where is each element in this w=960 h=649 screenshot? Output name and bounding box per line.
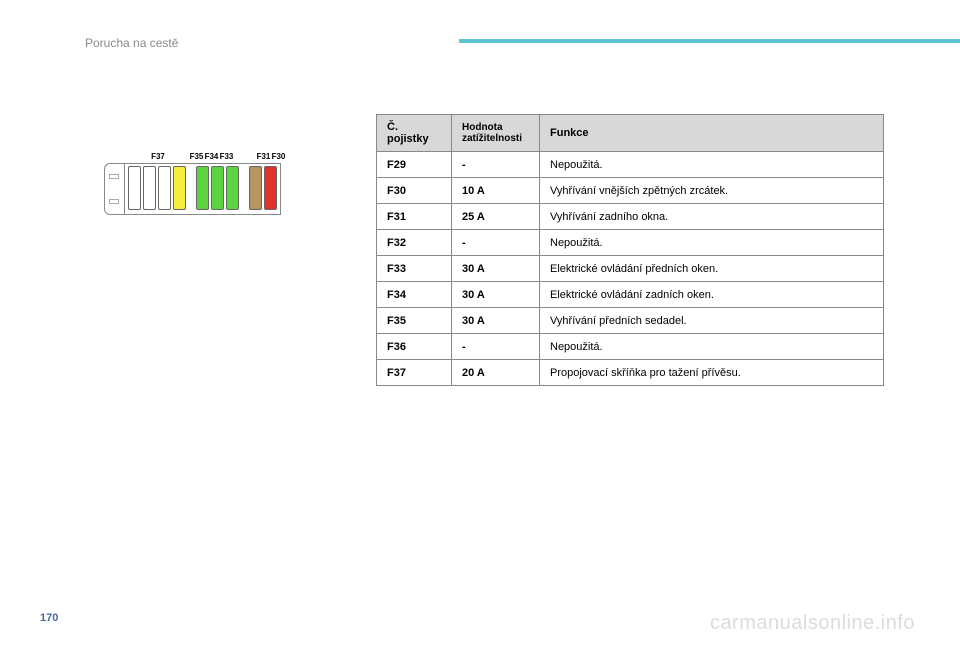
cell-function: Elektrické ovládání zadních oken. <box>540 282 884 308</box>
cell-rating: - <box>452 152 540 178</box>
cell-fuse: F36 <box>377 334 452 360</box>
cell-fuse: F37 <box>377 360 452 386</box>
fuse-box-connector <box>104 163 124 215</box>
fuse-label: F37 <box>151 152 165 161</box>
fuse-slot <box>173 166 186 210</box>
cell-rating: 30 A <box>452 308 540 334</box>
cell-fuse: F35 <box>377 308 452 334</box>
table-row: F29-Nepoužitá. <box>377 152 884 178</box>
fuse-box-body <box>124 163 281 215</box>
fuse-slot <box>249 166 262 210</box>
fuse-label: F34 <box>204 152 219 161</box>
fuse-slot <box>196 166 209 210</box>
cell-function: Vyhřívání předních sedadel. <box>540 308 884 334</box>
fuse-table: Č. pojistky Hodnota zatížitelnosti Funkc… <box>376 114 884 386</box>
cell-rating: 20 A <box>452 360 540 386</box>
table-row: F3430 AElektrické ovládání zadních oken. <box>377 282 884 308</box>
fuse-label: F31 <box>256 152 271 161</box>
cell-rating: 30 A <box>452 256 540 282</box>
cell-function: Vyhřívání vnějších zpětných zrcátek. <box>540 178 884 204</box>
cell-fuse: F34 <box>377 282 452 308</box>
page-number: 170 <box>40 612 58 624</box>
cell-function: Nepoužitá. <box>540 152 884 178</box>
fuse-slot <box>128 166 141 210</box>
fuse-slot <box>211 166 224 210</box>
cell-rating: - <box>452 334 540 360</box>
fuse-slot <box>158 166 171 210</box>
fuse-table-container: Č. pojistky Hodnota zatížitelnosti Funkc… <box>376 114 884 386</box>
cell-fuse: F31 <box>377 204 452 230</box>
column-header-rating: Hodnota zatížitelnosti <box>452 115 540 152</box>
cell-rating: 25 A <box>452 204 540 230</box>
cell-function: Nepoužitá. <box>540 334 884 360</box>
table-row: F36-Nepoužitá. <box>377 334 884 360</box>
fuse-label: F30 <box>271 152 286 161</box>
watermark: carmanualsonline.info <box>710 612 915 635</box>
cell-function: Nepoužitá. <box>540 230 884 256</box>
cell-rating: 10 A <box>452 178 540 204</box>
fuse-slot <box>226 166 239 210</box>
cell-fuse: F33 <box>377 256 452 282</box>
table-row: F3530 AVyhřívání předních sedadel. <box>377 308 884 334</box>
cell-rating: - <box>452 230 540 256</box>
fuse-box <box>104 163 334 215</box>
fuse-gap <box>188 166 194 212</box>
table-row: F3010 AVyhřívání vnějších zpětných zrcát… <box>377 178 884 204</box>
column-header-fuse: Č. pojistky <box>377 115 452 152</box>
fuse-label: F33 <box>219 152 234 161</box>
fuse-diagram: F37 F35 F34 F33 F31 F30 <box>104 152 334 215</box>
cell-function: Vyhřívání zadního okna. <box>540 204 884 230</box>
table-row: F3330 AElektrické ovládání předních oken… <box>377 256 884 282</box>
cell-fuse: F30 <box>377 178 452 204</box>
cell-fuse: F29 <box>377 152 452 178</box>
fuse-slot <box>264 166 277 210</box>
table-header-row: Č. pojistky Hodnota zatížitelnosti Funkc… <box>377 115 884 152</box>
fuse-slot <box>143 166 156 210</box>
cell-function: Elektrické ovládání předních oken. <box>540 256 884 282</box>
cell-rating: 30 A <box>452 282 540 308</box>
header-accent-line <box>459 39 960 43</box>
table-row: F32-Nepoužitá. <box>377 230 884 256</box>
cell-fuse: F32 <box>377 230 452 256</box>
cell-function: Propojovací skříňka pro tažení přívěsu. <box>540 360 884 386</box>
fuse-diagram-labels: F37 F35 F34 F33 F31 F30 <box>104 152 334 161</box>
table-row: F3720 APropojovací skříňka pro tažení př… <box>377 360 884 386</box>
table-row: F3125 AVyhřívání zadního okna. <box>377 204 884 230</box>
column-header-function: Funkce <box>540 115 884 152</box>
fuse-gap <box>241 166 247 212</box>
fuse-label: F35 <box>189 152 204 161</box>
